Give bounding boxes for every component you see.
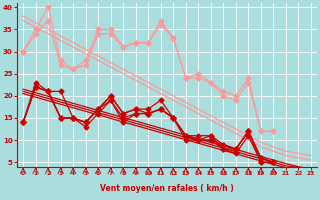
X-axis label: Vent moyen/en rafales ( km/h ): Vent moyen/en rafales ( km/h ) — [100, 184, 234, 193]
